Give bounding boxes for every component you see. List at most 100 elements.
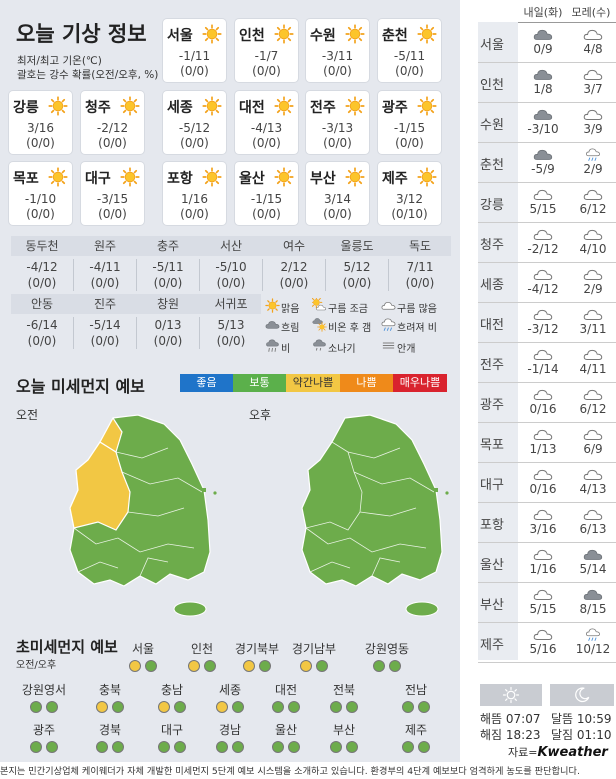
pm-dot (316, 660, 328, 672)
am-dot (216, 701, 228, 713)
city-name: 세종 (167, 100, 193, 116)
city-name: 안동 (30, 297, 54, 311)
city-precipitation: (0/0) (153, 334, 183, 348)
city-cell: 독도 7/11 (0/0) (388, 237, 451, 291)
forecast-day1-temp: 3/16 (529, 522, 557, 536)
precipitation-note: 괄호는 강수 확률(오전/오후, %) (17, 69, 159, 81)
mostly-cloudy-icon (533, 227, 553, 242)
forecast-day1: -3/12 (520, 305, 566, 336)
forecast-row: 서울 0/9 4/8 (478, 22, 616, 63)
forecast-row: 인천 1/8 3/7 (478, 62, 616, 103)
forecast-day1-temp: -3/10 (527, 122, 559, 136)
city-precipitation: (0/0) (153, 276, 183, 290)
city-card: 세종 -5/12 (0/0) (163, 91, 226, 154)
sunny-icon (274, 24, 294, 44)
city-name: 울릉도 (340, 239, 374, 253)
pm25-title: 초미세먼지 예보 (16, 638, 118, 656)
overcast-icon (265, 317, 280, 332)
city-name: 부산 (310, 171, 336, 187)
city-temperature: -1/15 (393, 121, 426, 135)
forecast-row: 세종 -4/12 2/9 (478, 262, 616, 303)
forecast-day2-temp: 2/9 (583, 162, 603, 176)
overcast-icon (533, 107, 553, 122)
temperature-note: 최저/최고 기온(℃) (17, 55, 102, 67)
city-temperature: -1/10 (24, 192, 57, 206)
forecast-day2-temp: 3/11 (579, 322, 607, 336)
forecast-city: 대전 (480, 318, 504, 333)
divider (199, 259, 200, 291)
city-name: 수원 (310, 28, 336, 44)
region-name: 강원영동 (364, 642, 410, 656)
pm-dot (418, 701, 430, 713)
mostly-cloudy-icon (583, 27, 603, 42)
city-temperature: -2/12 (96, 121, 129, 135)
forecast-city: 인천 (480, 78, 504, 93)
city-temperature: -3/13 (321, 121, 354, 135)
am-dot (402, 701, 414, 713)
forecast-day2: 8/15 (570, 585, 616, 616)
moon-icon (575, 687, 590, 703)
forecast-row: 제주 5/16 10/12 (478, 622, 616, 663)
city-precipitation: (0/0) (279, 276, 309, 290)
region-name: 충북 (98, 683, 122, 697)
forecast-day2-temp: 3/9 (583, 122, 603, 136)
city-precipitation: (0/0) (26, 207, 55, 221)
pm-dot (112, 701, 124, 713)
city-name: 포항 (167, 171, 193, 187)
mostly-cloudy-icon (533, 347, 553, 362)
city-temperature: 5/12 (343, 260, 371, 274)
city-precipitation: (0/0) (342, 276, 372, 290)
dust-level-chip: 약간나쁨 (286, 374, 340, 392)
city-name: 광주 (382, 100, 408, 116)
pm25-region: 경기북부 (227, 640, 287, 678)
city-name: 여수 (282, 239, 306, 253)
city-name: 진주 (93, 297, 117, 311)
forecast-row: 강릉 5/15 6/12 (478, 182, 616, 223)
region-name: 전남 (404, 683, 428, 697)
region-name: 광주 (32, 723, 56, 737)
pm-dot (346, 701, 358, 713)
am-dot (30, 701, 42, 713)
sunny-icon (120, 96, 140, 116)
city-precipitation: (0/0) (27, 334, 57, 348)
forecast-day1-temp: 1/16 (529, 562, 557, 576)
forecast-day2: 6/9 (570, 425, 616, 456)
forecast-day1: 0/16 (520, 465, 566, 496)
sunny-icon (274, 96, 294, 116)
mostly-cloudy-icon (533, 267, 553, 282)
city-name: 울산 (239, 171, 265, 187)
city-temperature: -1/7 (254, 49, 279, 63)
city-name: 강릉 (13, 100, 39, 116)
forecast-day2: 3/7 (570, 65, 616, 96)
city-precipitation: (0/0) (180, 64, 209, 78)
pm25-region: 부산 (314, 721, 374, 759)
divider (388, 259, 389, 291)
cloudy-then-rain-icon (381, 318, 396, 331)
forecast-day2-temp: 6/12 (579, 202, 607, 216)
pm-dot (112, 741, 124, 753)
pm-dot (232, 741, 244, 753)
am-dot (272, 741, 284, 753)
city-temperature: 2/12 (280, 260, 308, 274)
forecast-day2-temp: 6/12 (579, 402, 607, 416)
am-dot (216, 741, 228, 753)
sunny-icon (202, 96, 222, 116)
city-name: 춘천 (382, 28, 408, 44)
city-name: 제주 (382, 171, 408, 187)
forecast-day2-temp: 3/7 (583, 82, 603, 96)
city-card: 청주 -2/12 (0/0) (81, 91, 144, 154)
pm-dot (389, 660, 401, 672)
city-temperature: 7/11 (406, 260, 434, 274)
pm25-region: 충북 (80, 681, 140, 719)
am-dot (188, 660, 200, 672)
forecast-day2: 4/8 (570, 25, 616, 56)
forecast-day1: 5/15 (520, 185, 566, 216)
city-cell: 여수 2/12 (0/0) (262, 237, 325, 291)
sunrise-sun-icon (502, 686, 520, 704)
shower-icon (313, 339, 326, 351)
city-precipitation: (0/0) (323, 136, 352, 150)
city-precipitation: (0/0) (252, 207, 281, 221)
city-precipitation: (0/0) (98, 207, 127, 221)
forecast-col1-label: 내일(화) (523, 6, 563, 19)
pm25-region: 강원영서 (14, 681, 74, 719)
